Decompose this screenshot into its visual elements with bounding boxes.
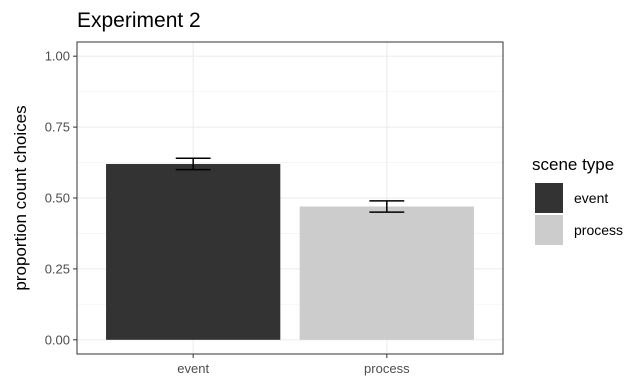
y-tick-label: 0.50 [45,191,70,206]
y-tick-label: 0.25 [45,261,70,276]
x-tick-label: process [364,361,410,376]
legend-label-event: event [574,190,608,206]
x-tick-label: event [177,361,209,376]
error-bar-process [369,200,405,213]
y-tick-label: 1.00 [45,49,70,64]
bars [106,163,474,340]
legend-key-event [535,183,563,213]
error-bars [175,157,405,213]
legend-title: scene type [532,155,614,174]
x-axis: event process [177,354,410,376]
bar-event [106,163,281,340]
y-tick-label: 0.00 [45,332,70,347]
bar-process [299,206,474,340]
legend: scene type event process [532,155,623,245]
error-bar-event [175,157,211,171]
y-axis: 0.00 0.25 0.50 0.75 1.00 [45,49,77,347]
y-axis-title: proportion count choices [11,105,30,290]
chart-title: Experiment 2 [77,9,201,32]
legend-key-process [535,215,563,245]
legend-label-process: process [574,222,623,238]
y-tick-label: 0.75 [45,120,70,135]
